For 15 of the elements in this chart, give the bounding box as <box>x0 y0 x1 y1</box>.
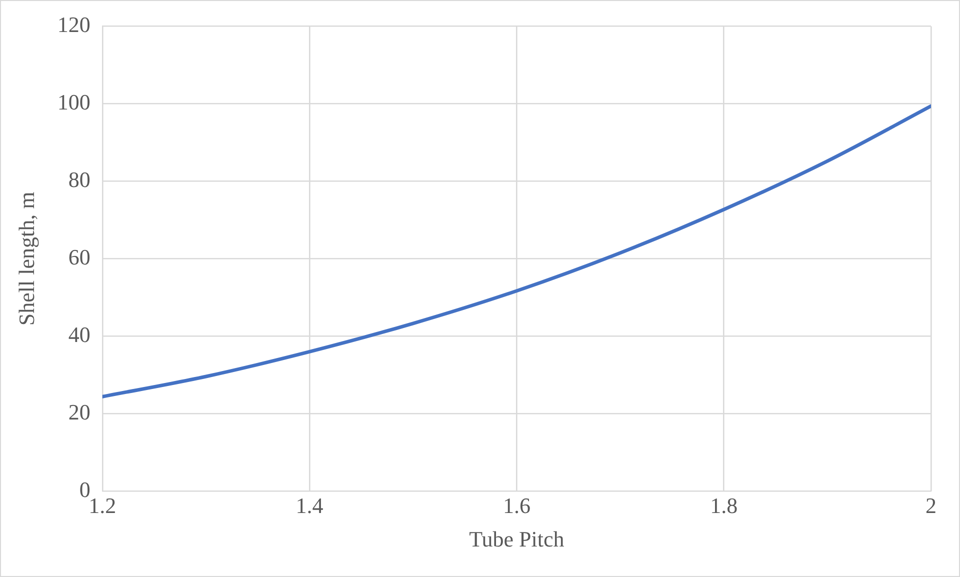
y-tick-label: 100 <box>57 89 90 114</box>
y-tick-label: 20 <box>68 399 90 424</box>
y-tick-label: 60 <box>68 244 90 270</box>
x-tick-label: 1.8 <box>710 493 738 518</box>
line-series <box>102 104 931 398</box>
y-tick-label: 0 <box>79 476 90 502</box>
x-tick-label: 2 <box>926 493 936 518</box>
y-tick-label: 40 <box>68 322 90 347</box>
x-axis-title: Tube Pitch <box>469 526 564 552</box>
x-tick-label: 1.6 <box>502 493 530 518</box>
y-axis-title: Shell length, m <box>14 192 39 326</box>
x-tick-label: 1.2 <box>88 493 116 518</box>
y-tick-label: 120 <box>57 12 90 37</box>
x-tick-label: 1.4 <box>296 493 324 518</box>
y-tick-label: 80 <box>68 166 90 192</box>
